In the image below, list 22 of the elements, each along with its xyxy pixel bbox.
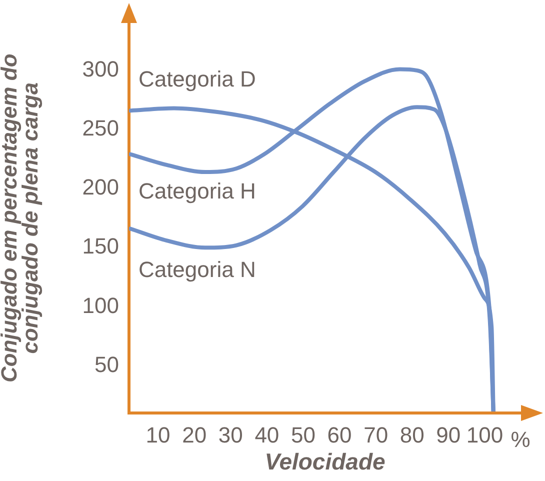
y-axis-title: Conjugado em percentagem do conjugado de plena carga	[0, 54, 42, 383]
series-label: Categoria H	[138, 178, 256, 204]
x-tick-label: 70	[364, 422, 388, 448]
x-tick-label: 20	[182, 422, 207, 448]
x-tick-label: 60	[327, 422, 352, 448]
series-label: Categoria D	[138, 66, 256, 92]
y-tick-label: 50	[94, 352, 119, 377]
text: %	[510, 427, 530, 452]
y-tick-label: 200	[82, 174, 119, 200]
x-tick-label: 40	[254, 422, 280, 448]
y-tick-label: 150	[82, 234, 119, 259]
x-tick-label: 90	[436, 422, 461, 448]
x-axis-title: Velocidade	[264, 448, 386, 475]
y-tick-label: 250	[82, 116, 119, 141]
x-tick-label: 30	[218, 422, 243, 448]
y-tick-label: 300	[82, 56, 119, 82]
x-tick-label: 80	[400, 422, 424, 448]
x-tick-label: 50	[290, 422, 316, 448]
x-tick-label: 100	[466, 422, 504, 448]
x-tick-label: 10	[146, 422, 170, 448]
y-tick-label: 100	[82, 292, 119, 318]
series-label: Categoria N	[138, 256, 256, 282]
